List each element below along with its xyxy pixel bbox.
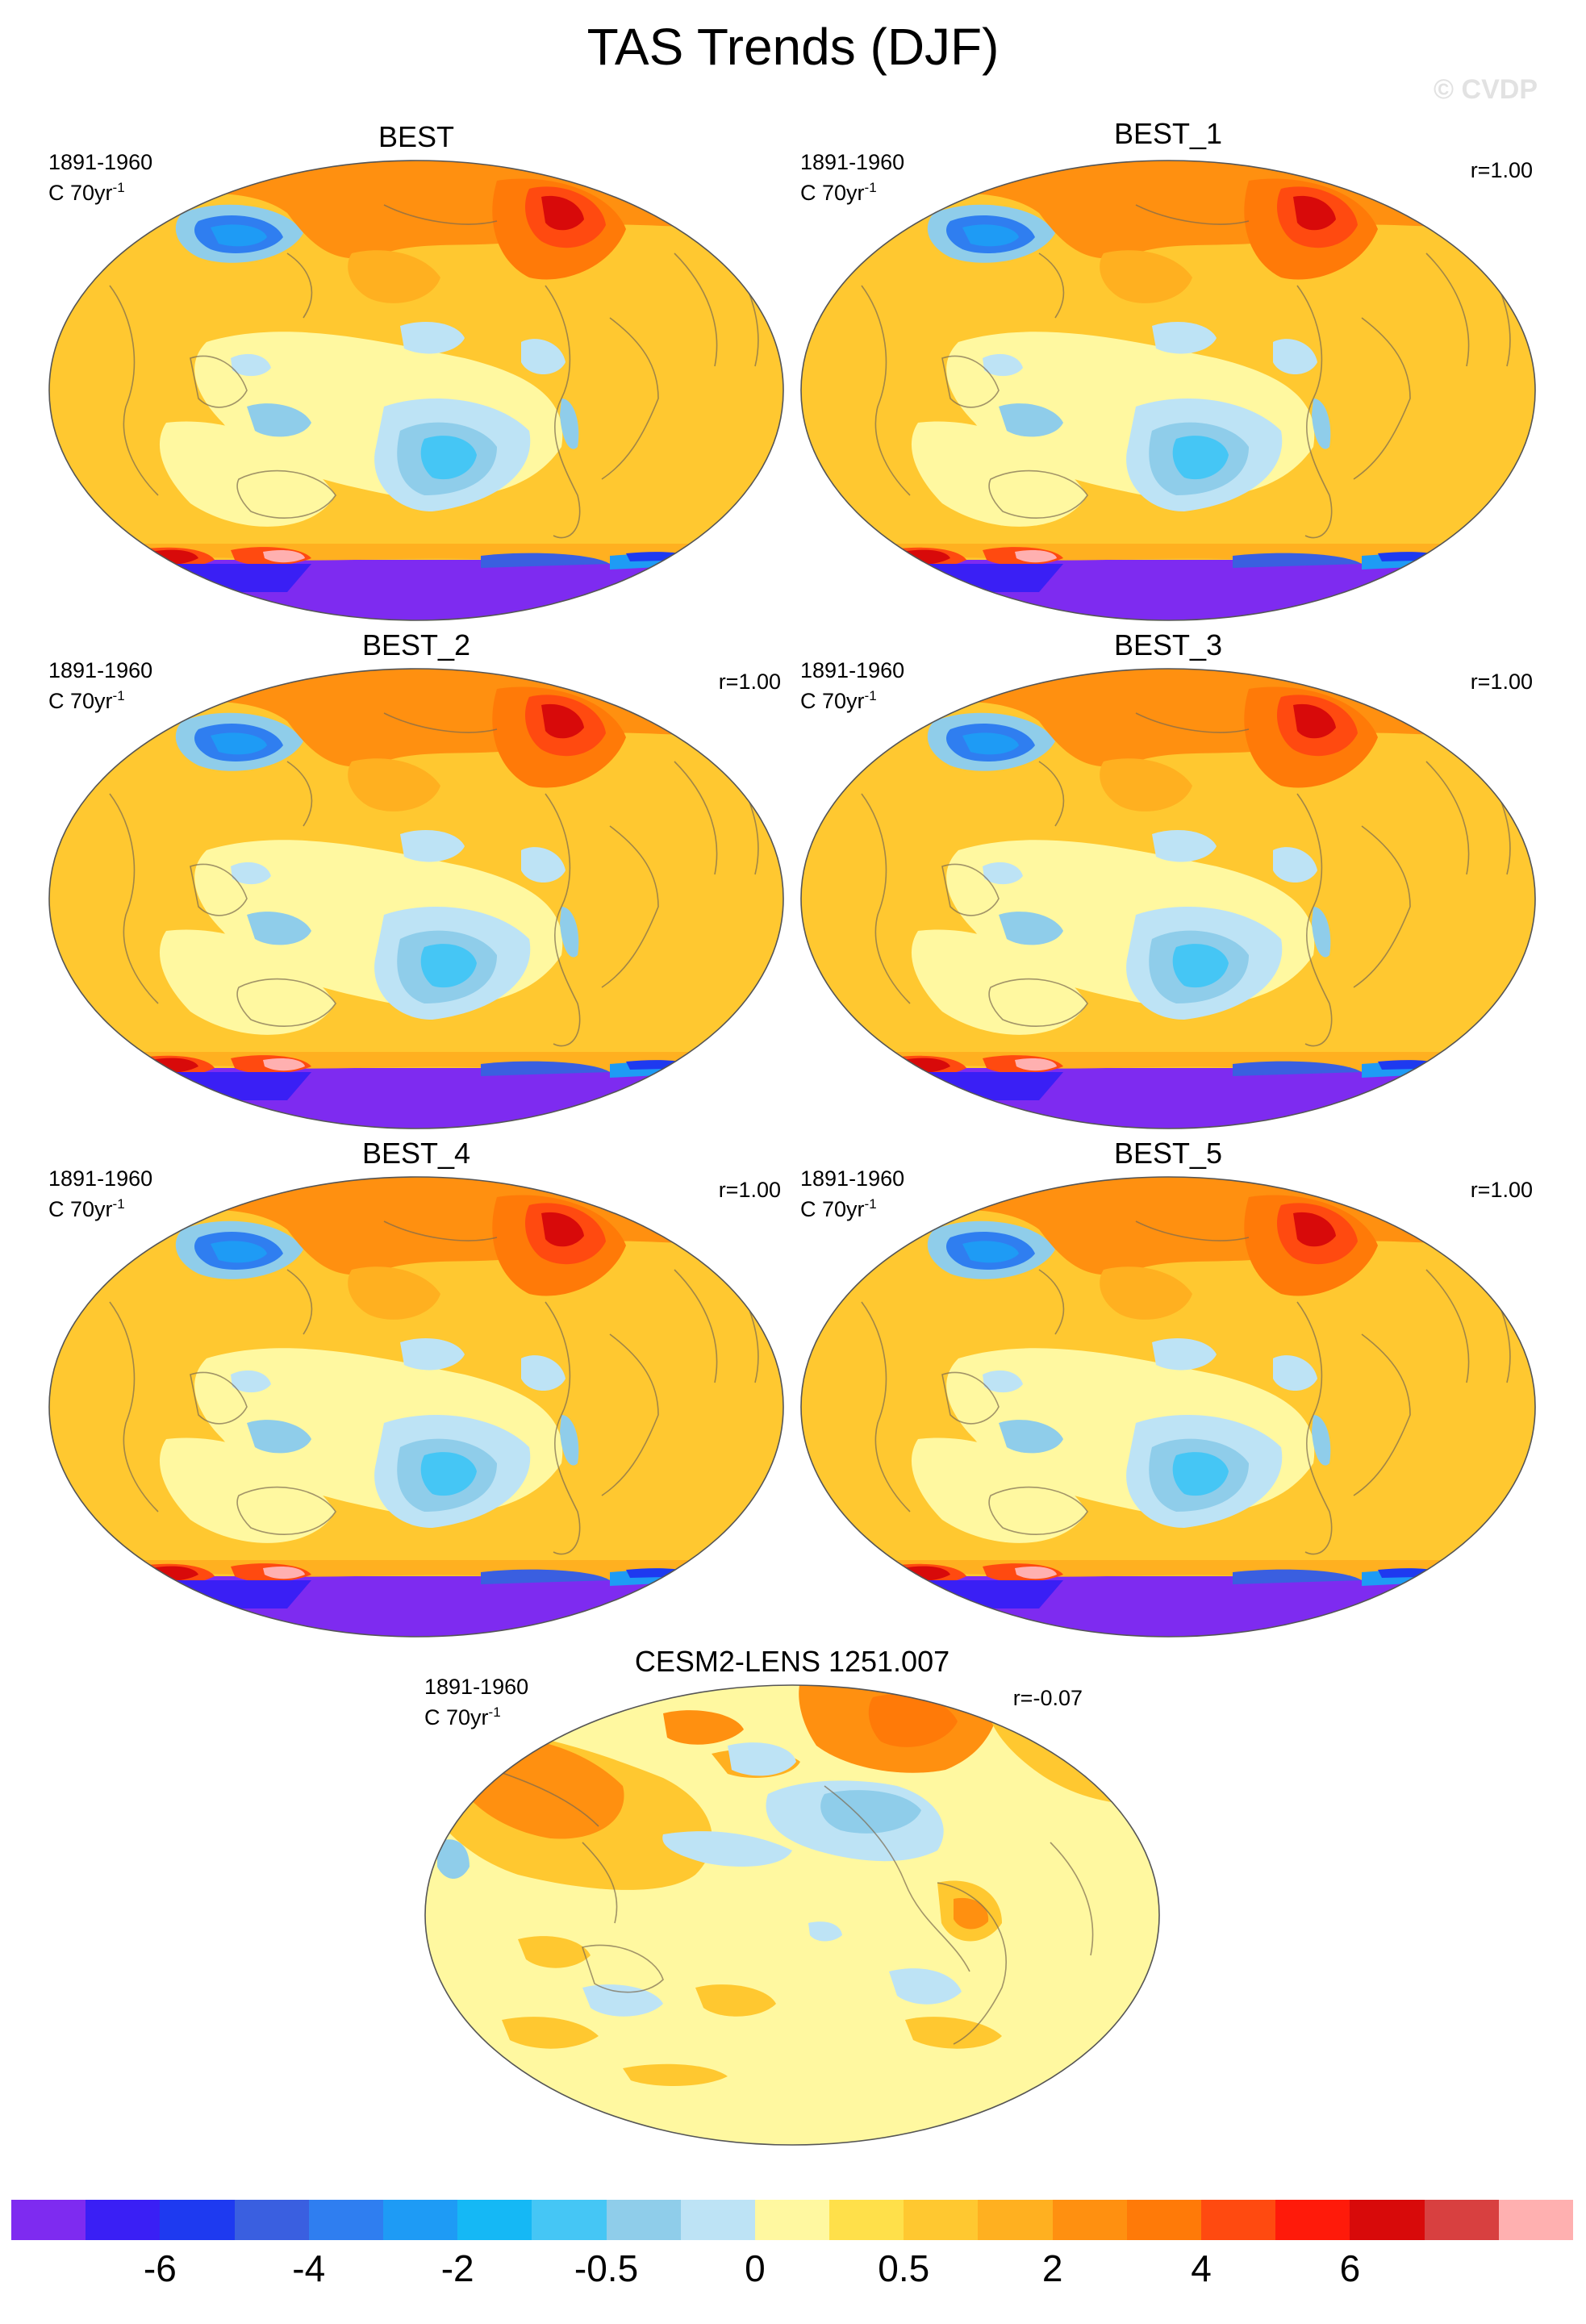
panel-correlation: r=1.00 xyxy=(1470,670,1533,694)
colorbar-segment xyxy=(382,2200,458,2240)
panel-period: 1891-1960 xyxy=(800,658,905,682)
panel-correlation: r=1.00 xyxy=(1470,1178,1533,1202)
panel-title: BEST_2 xyxy=(361,628,471,661)
colorbar-tick-label: -4 xyxy=(292,2247,326,2289)
panel-title: BEST_3 xyxy=(1113,628,1223,661)
colorbar-segment xyxy=(1275,2200,1350,2240)
colorbar-tick-label: 0.5 xyxy=(878,2247,930,2289)
panel-correlation: r=1.00 xyxy=(718,670,781,694)
panel-units: C 70yr-1 xyxy=(800,1196,877,1221)
map-panel-best-2: BEST_2 1891-1960 C 70yr-1 r=1.00 xyxy=(45,628,787,1145)
panel-period: 1891-1960 xyxy=(48,150,153,174)
colorbar-segment xyxy=(904,2200,979,2240)
colorbar-tick-labels: -6 -4 -2 -0.5 0 0.5 2 4 6 xyxy=(11,2247,1573,2295)
trend-map xyxy=(797,665,1539,1141)
map-panel-cesm2-lens: CESM2-LENS 1251.007 1891-1960 C 70yr-1 r… xyxy=(421,1645,1163,2162)
panel-units: C 70yr-1 xyxy=(48,688,125,713)
colorbar-segment xyxy=(829,2200,904,2240)
colorbar-segment xyxy=(754,2200,830,2240)
map-panel-best-4: BEST_4 1891-1960 C 70yr-1 r=1.00 xyxy=(45,1137,787,1654)
map-panel-best-5: BEST_5 1891-1960 C 70yr-1 r=1.00 xyxy=(797,1137,1539,1654)
colorbar-segment xyxy=(457,2200,532,2240)
colorbar-segment xyxy=(1424,2200,1499,2240)
colorbar-tick-label: -2 xyxy=(440,2247,474,2289)
panel-title: BEST_5 xyxy=(1113,1137,1223,1170)
panel-period: 1891-1960 xyxy=(48,1166,153,1191)
colorbar-segment xyxy=(234,2200,309,2240)
panel-correlation: r=1.00 xyxy=(718,1178,781,1202)
panel-units: C 70yr-1 xyxy=(424,1704,501,1729)
colorbar-tick-label: 6 xyxy=(1339,2247,1361,2289)
colorbar-segment xyxy=(86,2200,161,2240)
trend-map xyxy=(421,1681,1163,2157)
colorbar-segment xyxy=(680,2200,755,2240)
panel-units: C 70yr-1 xyxy=(48,180,125,205)
panel-title: BEST_1 xyxy=(1113,117,1223,150)
cvdp-credit: © CVDP xyxy=(1434,74,1538,105)
colorbar-tick-label: 0 xyxy=(745,2247,766,2289)
trend-map xyxy=(797,1173,1539,1649)
panel-period: 1891-1960 xyxy=(424,1675,529,1699)
map-panel-best-1: BEST_1 1891-1960 C 70yr-1 r=1.00 xyxy=(797,117,1539,634)
panel-period: 1891-1960 xyxy=(800,150,905,174)
trend-map xyxy=(45,156,787,632)
colorbar-segment xyxy=(1052,2200,1127,2240)
colorbar-segment xyxy=(1201,2200,1276,2240)
colorbar-segment xyxy=(11,2200,86,2240)
panel-title: BEST_4 xyxy=(361,1137,471,1170)
figure-title: TAS Trends (DJF) xyxy=(586,18,1000,76)
trend-map xyxy=(45,665,787,1141)
colorbar-tick-label: 4 xyxy=(1191,2247,1212,2289)
panel-correlation: r=-0.07 xyxy=(1012,1686,1083,1710)
panel-period: 1891-1960 xyxy=(48,658,153,682)
colorbar-segment xyxy=(1126,2200,1201,2240)
panel-correlation: r=1.00 xyxy=(1470,158,1533,182)
panel-units: C 70yr-1 xyxy=(48,1196,125,1221)
colorbar-tick-label: -0.5 xyxy=(574,2247,639,2289)
colorbar-segment xyxy=(532,2200,607,2240)
colorbar-tick-label: -6 xyxy=(143,2247,177,2289)
panel-title: BEST xyxy=(378,120,455,153)
map-panel-best-3: BEST_3 1891-1960 C 70yr-1 r=1.00 xyxy=(797,628,1539,1145)
panel-units: C 70yr-1 xyxy=(800,688,877,713)
colorbar-segment xyxy=(1350,2200,1425,2240)
colorbar-segment xyxy=(308,2200,383,2240)
colorbar-tick-label: 2 xyxy=(1041,2247,1063,2289)
colorbar-segment xyxy=(160,2200,235,2240)
trend-map xyxy=(797,156,1539,632)
trend-map xyxy=(45,1173,787,1649)
map-panel-best: BEST 1891-1960 C 70yr-1 xyxy=(45,120,787,637)
panel-title: CESM2-LENS 1251.007 xyxy=(634,1645,950,1678)
panel-units: C 70yr-1 xyxy=(800,180,877,205)
colorbar-segment xyxy=(978,2200,1053,2240)
colorbar xyxy=(11,2200,1573,2240)
colorbar-segment xyxy=(606,2200,681,2240)
colorbar-segment xyxy=(1498,2200,1573,2240)
panel-period: 1891-1960 xyxy=(800,1166,905,1191)
